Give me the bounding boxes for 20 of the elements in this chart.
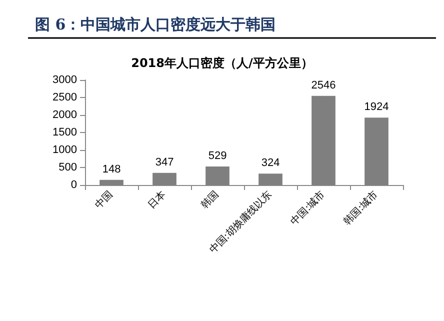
y-tick-label: 2000 xyxy=(52,109,77,121)
x-tick-label: 日本 xyxy=(146,188,168,212)
y-tick-label: 0 xyxy=(70,179,77,191)
data-label: 324 xyxy=(261,157,280,170)
y-tick-label: 500 xyxy=(58,162,77,174)
x-tick-label: 韩国:城市 xyxy=(341,188,380,228)
y-tick-label: 1500 xyxy=(52,126,77,138)
data-label: 148 xyxy=(102,163,121,176)
chart-subtitle: 2018年人口密度（人/平方公里） xyxy=(131,56,313,70)
x-tick-label: 韩国 xyxy=(198,188,222,212)
data-label: 1924 xyxy=(364,101,389,114)
x-tick-label: 中国 xyxy=(92,188,116,212)
chart-title: 图 6：中国城市人口密度远大于韩国 xyxy=(35,16,276,34)
data-label: 347 xyxy=(155,156,174,168)
data-label: 529 xyxy=(208,150,227,162)
x-tick-label: 中国:城市 xyxy=(288,188,328,228)
data-label: 2546 xyxy=(311,79,336,92)
y-tick-label: 1000 xyxy=(52,144,77,156)
y-tick-label: 2500 xyxy=(52,92,77,104)
y-tick-label: 3000 xyxy=(52,74,77,86)
